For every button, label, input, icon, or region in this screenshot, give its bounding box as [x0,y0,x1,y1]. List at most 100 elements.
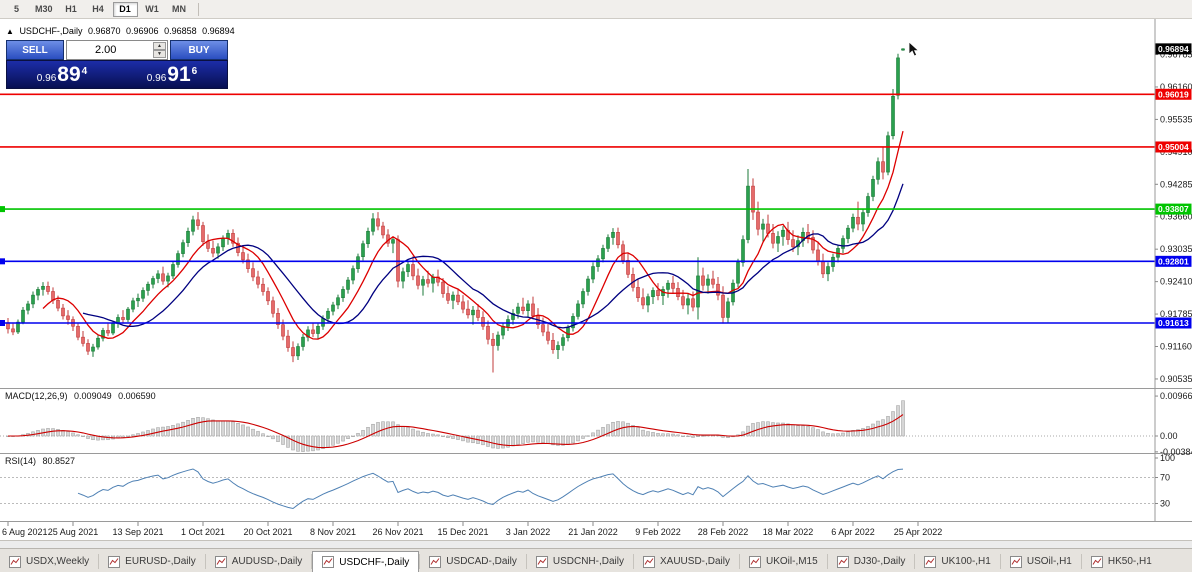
svg-text:0.00: 0.00 [1160,431,1178,441]
svg-text:0.96894: 0.96894 [1158,44,1189,54]
svg-text:0.93660: 0.93660 [1160,212,1192,222]
sell-price[interactable]: 0.96 89 4 [7,62,117,86]
tab-separator [311,554,313,569]
buy-button[interactable]: BUY [170,40,228,60]
chart-tab-xauusd-daily[interactable]: XAUUSD-,Daily [634,551,739,572]
svg-text:8 Nov 2021: 8 Nov 2021 [310,527,356,537]
svg-text:21 Jan 2022: 21 Jan 2022 [568,527,618,537]
svg-text:0.96160: 0.96160 [1160,82,1192,92]
tab-label: EURUSD-,Daily [125,556,196,567]
price-axis[interactable]: 0.967850.961600.955350.949100.942850.936… [1155,43,1192,509]
chart-title: USDCHF-,Daily [19,26,83,36]
tab-chart-icon [9,555,21,568]
sell-button[interactable]: SELL [6,40,64,60]
ohlc-open: 0.96870 [87,26,121,36]
svg-text:20 Oct 2021: 20 Oct 2021 [243,527,292,537]
timeframe-button-5[interactable]: 5 [4,2,29,17]
hline-edge-marker[interactable] [0,319,5,326]
chart-tab-usdcad-daily[interactable]: USDCAD-,Daily [420,551,526,572]
tab-chart-icon [108,555,121,568]
svg-text:26 Nov 2021: 26 Nov 2021 [372,527,423,537]
buy-price[interactable]: 0.96 91 6 [117,62,227,86]
svg-text:15 Dec 2021: 15 Dec 2021 [437,527,488,537]
one-click-collapse-icon[interactable]: ▲ [6,27,14,36]
svg-text:6 Aug 2021: 6 Aug 2021 [2,527,48,537]
svg-text:0.96785: 0.96785 [1160,50,1192,60]
volume-increase-button[interactable]: ▲ [153,42,166,50]
macd-indicator-label: MACD(12,26,9) 0.009049 0.006590 [5,391,160,401]
svg-text:0.91613: 0.91613 [1158,318,1189,328]
current-price-tag: 0.96894 [1155,43,1192,55]
svg-text:0.94285: 0.94285 [1160,179,1192,189]
tab-chart-icon [749,555,761,568]
timeframe-button-d1[interactable]: D1 [112,1,138,17]
tab-chart-icon [836,555,849,568]
tab-separator [98,554,100,569]
tab-chart-icon [1090,555,1103,568]
svg-text:0.009663: 0.009663 [1160,391,1192,401]
timeframe-button-h4[interactable]: H4 [86,2,111,17]
hline-price-tag: 0.91613 [1155,317,1192,329]
buy-price-pips: 91 [167,62,191,86]
volume-spinner: ▲ ▼ [153,42,166,58]
tab-label: HK50-,H1 [1107,556,1152,567]
svg-text:70: 70 [1160,473,1170,483]
macd-name: MACD(12,26,9) [5,391,68,401]
svg-text:1 Oct 2021: 1 Oct 2021 [181,527,225,537]
chart-tab-dj30-daily[interactable]: DJ30-,Daily [828,551,915,572]
mouse-cursor [908,41,920,57]
chart-tab-uk100-h1[interactable]: UK100-,H1 [915,551,999,572]
timeframe-button-h1[interactable]: H1 [59,2,84,17]
chart-tab-usdchf-daily[interactable]: USDCHF-,Daily [312,551,420,572]
date-axis[interactable]: 6 Aug 2021 25 Aug 2021 13 Sep 2021 1 Oct 20… [2,522,942,537]
hline-price-tag: 0.92801 [1155,255,1192,267]
tab-chart-icon [924,555,937,568]
candlestick-chart[interactable]: 0.967850.961600.955350.949100.942850.936… [0,19,1192,540]
tab-label: UK100-,H1 [941,556,991,567]
tab-chart-icon [1009,555,1022,568]
hline-edge-marker[interactable] [0,206,5,213]
svg-text:0.92801: 0.92801 [1158,256,1189,266]
svg-text:30: 30 [1160,499,1170,509]
svg-text:0.96019: 0.96019 [1158,89,1189,99]
tab-chart-icon [642,555,655,568]
timeframe-button-w1[interactable]: W1 [140,2,165,17]
ohlc-low: 0.96858 [164,26,197,36]
tab-label: UKOil-,M15 [766,556,818,567]
timeframe-button-mn[interactable]: MN [167,2,192,17]
chart-tab-ukoil-m15[interactable]: UKOil-,M15 [740,551,827,572]
sell-price-pips: 89 [57,62,81,86]
volume-decrease-button[interactable]: ▼ [153,50,166,58]
svg-text:0.91785: 0.91785 [1160,309,1192,319]
tab-label: USDX,Weekly [26,556,90,567]
hline-price-tag: 0.93807 [1155,203,1192,215]
tab-label: AUDUSD-,Daily [231,556,303,567]
buy-price-point: 6 [191,65,198,77]
chart-tab-usdx-weekly[interactable]: USDX,Weekly [0,551,98,572]
chart-tab-usdcnh-daily[interactable]: USDCNH-,Daily [527,551,633,572]
tab-label: USDCNH-,Daily [552,556,624,567]
hline-edge-marker[interactable] [0,258,5,265]
tab-chart-icon [535,555,548,568]
tab-separator [999,554,1001,569]
timeframe-button-m30[interactable]: M30 [31,2,57,17]
volume-input[interactable] [67,43,167,57]
chart-tab-usoil-h1[interactable]: USOil-,H1 [1001,551,1081,572]
tab-separator [419,554,421,569]
chart-tab-eurusd-daily[interactable]: EURUSD-,Daily [99,551,205,572]
tab-chart-icon [322,556,335,568]
sell-price-point: 4 [81,65,88,77]
svg-text:13 Sep 2021: 13 Sep 2021 [112,527,163,537]
svg-text:0.91160: 0.91160 [1160,342,1192,352]
rsi-value: 80.8527 [42,456,76,466]
chart-tab-hk50-h1[interactable]: HK50-,H1 [1082,551,1161,572]
tab-label: USDCHF-,Daily [339,556,410,568]
chart-tab-audusd-daily[interactable]: AUDUSD-,Daily [206,551,312,572]
tab-chart-icon [429,555,442,568]
tab-separator [525,554,527,569]
svg-text:0.93035: 0.93035 [1160,244,1192,254]
tab-chart-icon [214,555,227,568]
horizontal-line-objects[interactable] [0,93,1155,326]
bid-ask-display: 0.96 89 4 0.96 91 6 [6,60,228,89]
hline-price-tag: 0.96019 [1155,88,1192,100]
